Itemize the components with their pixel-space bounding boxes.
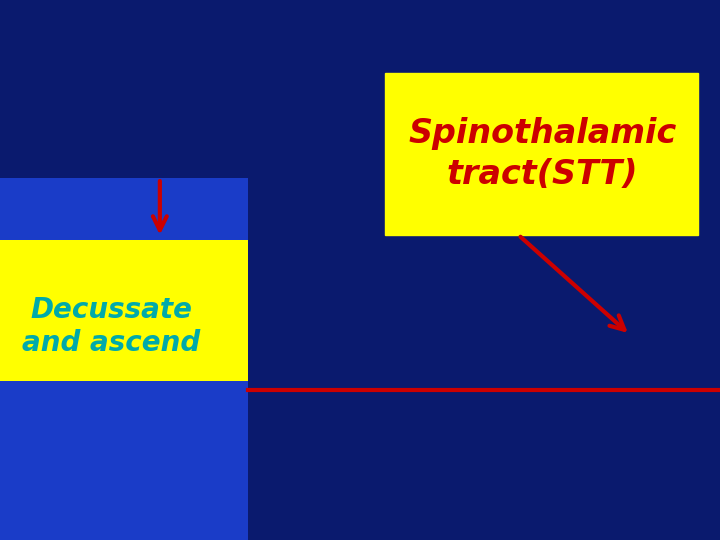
FancyBboxPatch shape <box>0 240 248 381</box>
FancyBboxPatch shape <box>0 178 248 240</box>
Text: Decussate
and ascend: Decussate and ascend <box>22 296 201 357</box>
FancyBboxPatch shape <box>0 381 248 540</box>
Text: Spinothalamic
tract(STT): Spinothalamic tract(STT) <box>408 117 676 191</box>
FancyBboxPatch shape <box>385 73 698 235</box>
